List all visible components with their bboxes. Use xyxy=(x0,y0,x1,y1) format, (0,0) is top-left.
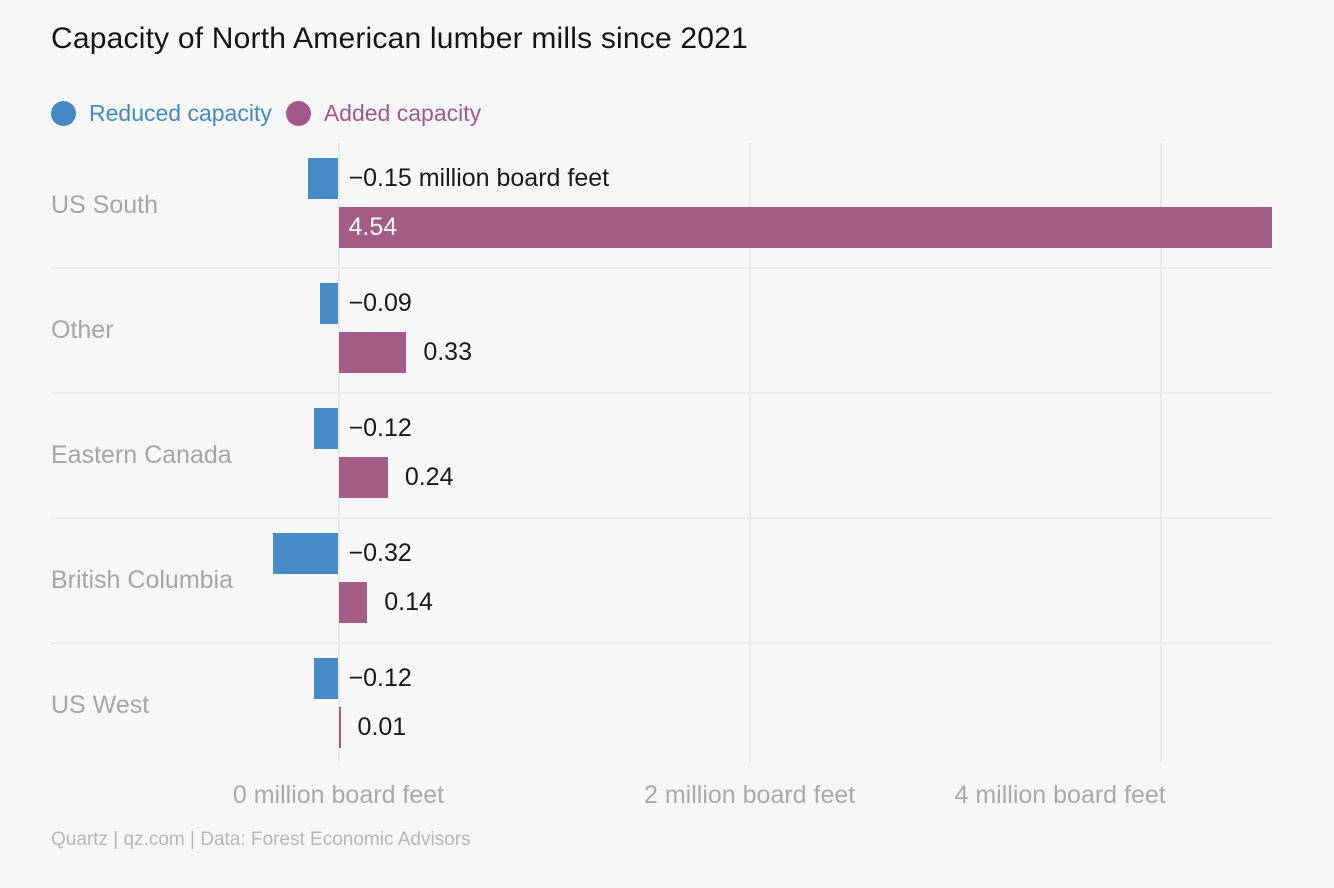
added-value-label: 0.24 xyxy=(404,462,454,491)
row-separator xyxy=(51,267,1272,269)
legend-item-added: Added capacity xyxy=(285,100,482,127)
added-bar xyxy=(338,581,368,623)
gridline-4m xyxy=(1159,143,1162,762)
row-separator xyxy=(51,517,1272,519)
added-value-label: 0.01 xyxy=(357,712,407,741)
added-value-label: 4.54 xyxy=(348,212,398,241)
category-label: US West xyxy=(51,691,150,719)
category-label: US South xyxy=(51,191,159,219)
reduced-capacity-dot-icon xyxy=(51,101,76,126)
reduced-bar xyxy=(307,157,339,199)
reduced-value-label: −0.32 xyxy=(348,538,412,567)
gridline-2m xyxy=(748,143,751,762)
added-bar xyxy=(338,206,1272,248)
category-row: British Columbia −0.32 0.14 xyxy=(0,518,1334,644)
gridline-0m xyxy=(337,143,340,762)
category-row: US West −0.12 0.01 xyxy=(0,643,1334,768)
chart-title: Capacity of North American lumber mills … xyxy=(51,22,748,55)
category-row: Other −0.09 0.33 xyxy=(0,268,1334,394)
added-bar xyxy=(338,706,341,748)
category-label: Other xyxy=(51,316,114,344)
legend-item-reduced: Reduced capacity xyxy=(51,100,272,127)
reduced-bar xyxy=(272,532,339,574)
reduced-value-label: −0.12 xyxy=(348,663,412,692)
reduced-value-label: −0.12 xyxy=(348,413,412,442)
category-label: Eastern Canada xyxy=(51,441,232,469)
reduced-value-label: −0.09 xyxy=(348,288,412,317)
legend-label-added: Added capacity xyxy=(323,100,482,126)
reduced-value-label: −0.15 million board feet xyxy=(348,163,610,192)
added-capacity-dot-icon xyxy=(285,101,311,126)
added-bar xyxy=(338,456,388,498)
category-label: British Columbia xyxy=(51,566,234,594)
category-row: Eastern Canada −0.12 0.24 xyxy=(0,393,1334,519)
axis-tick-label: 0 million board feet xyxy=(232,781,445,809)
row-separator xyxy=(51,642,1272,644)
legend: Reduced capacity Added capacity xyxy=(51,100,481,127)
row-separator xyxy=(51,392,1272,394)
reduced-bar xyxy=(313,407,339,449)
added-value-label: 0.33 xyxy=(423,337,472,366)
axis-tick-label: 4 million board feet xyxy=(954,781,1166,809)
source-credit: Quartz | qz.com | Data: Forest Economic … xyxy=(51,829,471,850)
reduced-bar xyxy=(313,657,339,699)
added-bar xyxy=(338,331,407,373)
added-value-label: 0.14 xyxy=(384,587,433,616)
category-row: US South −0.15 million board feet 4.54 xyxy=(0,143,1334,269)
axis-tick-label: 2 million board feet xyxy=(643,781,856,809)
legend-label-reduced: Reduced capacity xyxy=(89,100,272,126)
reduced-bar xyxy=(319,282,339,324)
